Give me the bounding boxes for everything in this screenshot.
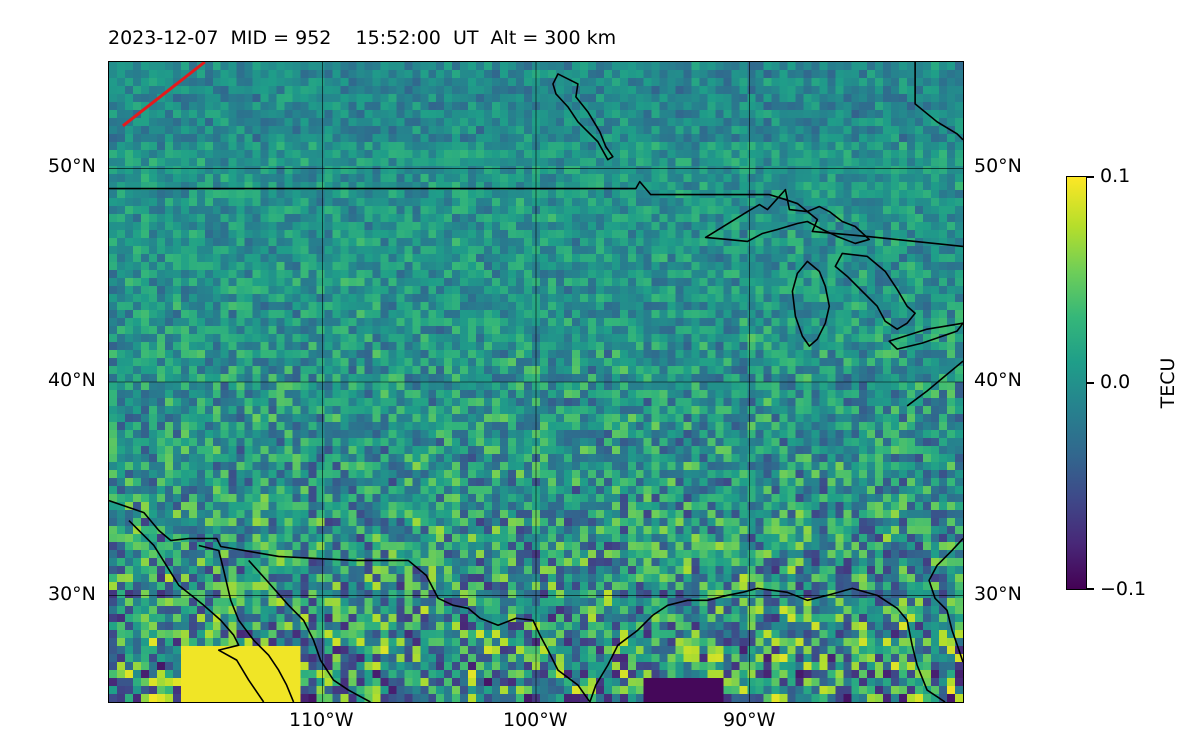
lat-label-right-40: 40°N <box>974 369 1022 391</box>
lake-michigan <box>791 260 831 347</box>
lake-erie <box>888 322 963 350</box>
colorbar-title: TECU <box>1157 357 1179 409</box>
florida-coast <box>928 537 963 663</box>
gulf-coast <box>589 587 946 702</box>
lake-winnipeg <box>552 73 614 161</box>
lat-label-left-40: 40°N <box>48 369 96 391</box>
colorbar <box>1066 176 1087 590</box>
gridlines <box>109 62 963 702</box>
lake-huron <box>834 252 916 330</box>
lat-label-left-30: 30°N <box>48 583 96 605</box>
colorbar-label-max: 0.1 <box>1100 165 1131 187</box>
lat-label-left-50: 50°N <box>48 155 96 177</box>
mexico-west-coast <box>248 559 371 702</box>
lon-label-90w: 90°W <box>723 709 776 731</box>
baja-west-coast <box>128 520 265 702</box>
lat-label-right-50: 50°N <box>974 155 1022 177</box>
atlantic-coast <box>906 360 963 407</box>
lon-label-110w: 110°W <box>289 709 354 731</box>
lake-superior <box>704 188 871 245</box>
plot-title: 2023-12-07 MID = 952 15:52:00 UT Alt = 3… <box>108 27 617 49</box>
coastlines <box>109 62 963 702</box>
colorbar-tick-bottom <box>1087 588 1094 590</box>
tec-map <box>108 61 964 703</box>
colorbar-label-zero: 0.0 <box>1100 371 1131 393</box>
satellite-track <box>122 62 206 127</box>
hudson-bay-shore <box>914 62 963 141</box>
colorbar-tick-top <box>1087 176 1094 178</box>
lon-label-100w: 100°W <box>503 709 568 731</box>
map-overlay <box>109 62 963 702</box>
colorbar-tick-mid <box>1087 382 1094 384</box>
border-us-mexico <box>109 499 591 702</box>
baja-peninsula <box>198 544 295 702</box>
lat-label-right-30: 30°N <box>974 583 1022 605</box>
colorbar-label-min: −0.1 <box>1100 578 1147 600</box>
